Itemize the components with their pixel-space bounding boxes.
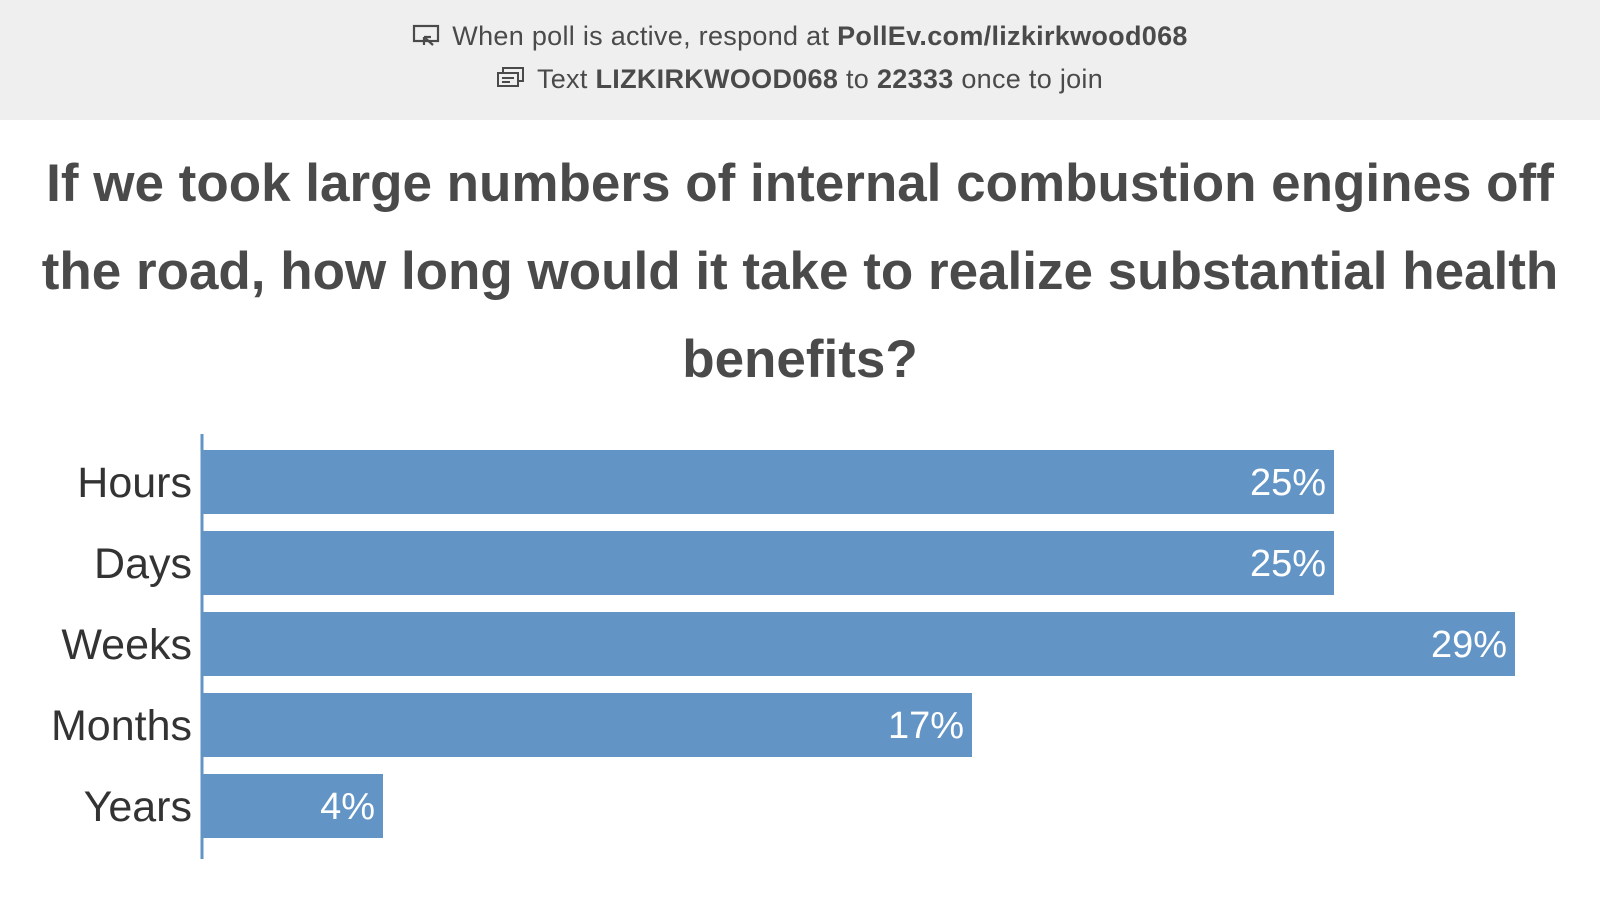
bar-hours bbox=[202, 450, 1334, 514]
text-prefix: Text bbox=[536, 64, 588, 94]
text-code: LIZKIRKWOOD068 bbox=[595, 64, 839, 94]
respond-prefix: When poll is active, respond at bbox=[452, 21, 830, 51]
text-to: to bbox=[846, 64, 870, 94]
category-label-weeks: Weeks bbox=[61, 621, 192, 669]
category-label-years: Years bbox=[84, 783, 192, 831]
text-instruction: Text LIZKIRKWOOD068 to 22333 once to joi… bbox=[0, 64, 1600, 98]
value-label-days: 25% bbox=[1250, 543, 1326, 585]
sms-message-icon bbox=[496, 67, 525, 98]
bar-weeks bbox=[202, 612, 1515, 676]
join-instructions-banner: When poll is active, respond at PollEv.c… bbox=[0, 0, 1600, 120]
bar-days bbox=[202, 531, 1334, 595]
value-label-months: 17% bbox=[888, 705, 964, 747]
value-label-hours: 25% bbox=[1250, 462, 1326, 504]
presentation-screen-icon bbox=[412, 24, 440, 55]
text-number: 22333 bbox=[876, 64, 954, 94]
poll-results-bar-chart: Hours 25% Days 25% Weeks 29% Months 17% Years 4% bbox=[51, 434, 1515, 859]
category-label-hours: Hours bbox=[77, 459, 192, 507]
value-label-years: 4% bbox=[320, 786, 375, 828]
respond-url[interactable]: PollEv.com/lizkirkwood068 bbox=[837, 21, 1188, 51]
category-label-months: Months bbox=[51, 702, 192, 750]
text-suffix: once to join bbox=[961, 64, 1104, 94]
poll-question: If we took large numbers of internal com… bbox=[41, 154, 1559, 389]
respond-instruction: When poll is active, respond at PollEv.c… bbox=[0, 21, 1600, 55]
bar-years bbox=[202, 774, 383, 838]
bar-months bbox=[202, 693, 972, 757]
category-label-days: Days bbox=[94, 540, 192, 588]
value-label-weeks: 29% bbox=[1431, 624, 1507, 666]
